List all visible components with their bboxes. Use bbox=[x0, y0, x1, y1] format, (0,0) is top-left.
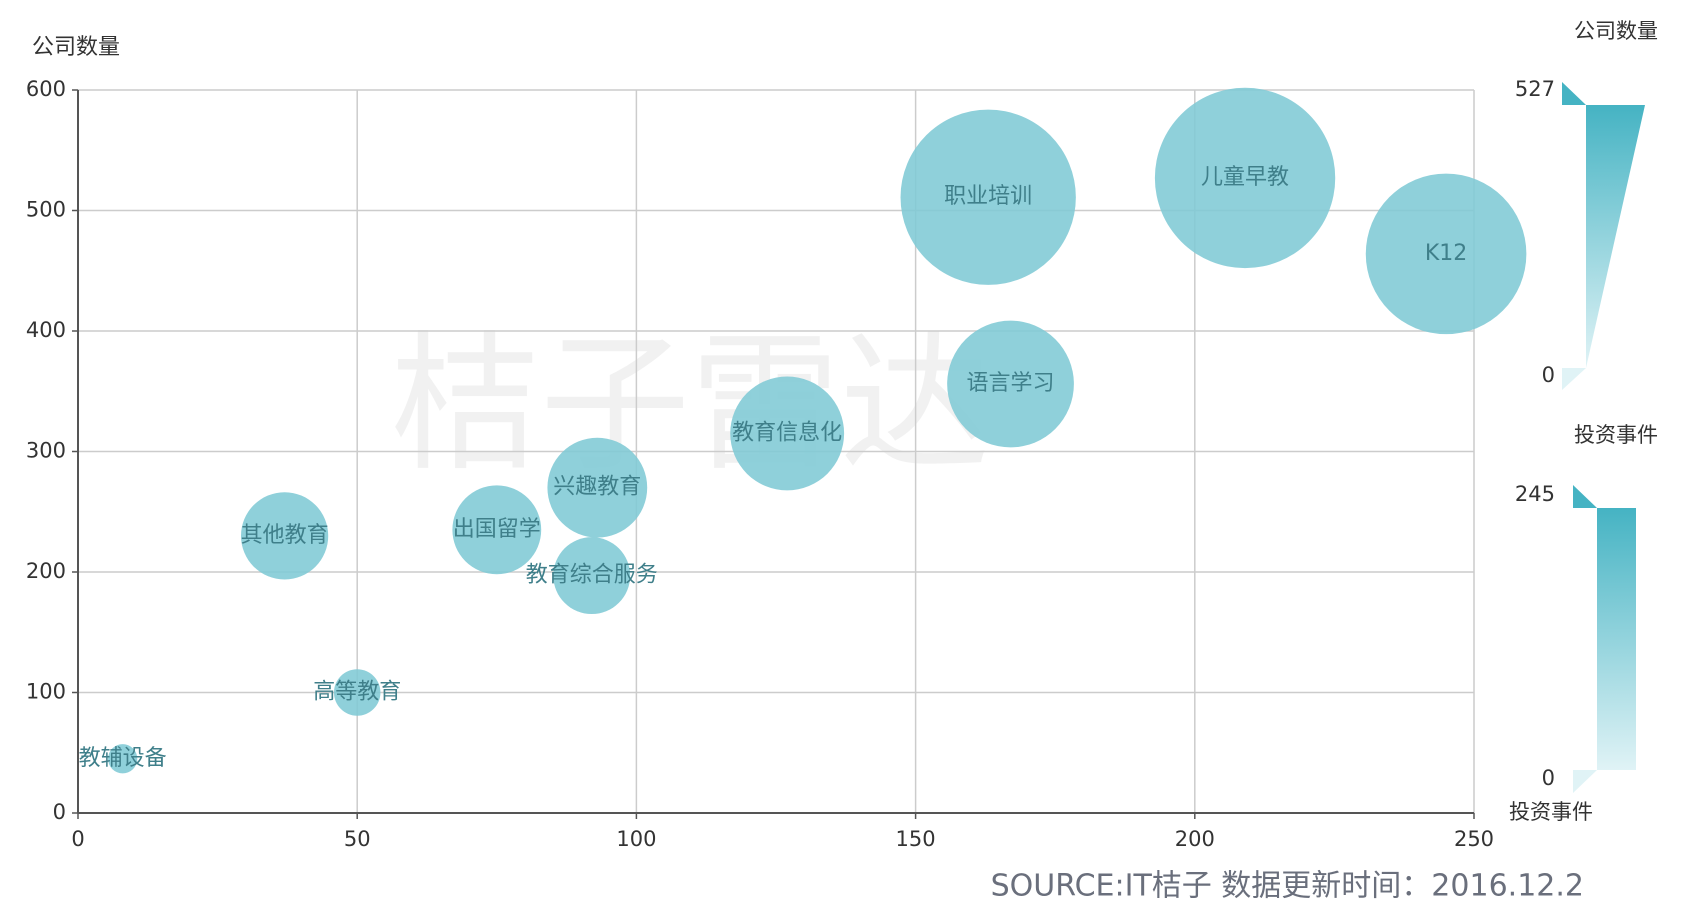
bubble-label: K12 bbox=[1425, 241, 1467, 266]
bubble-label: 教育信息化 bbox=[732, 420, 842, 445]
bubble bbox=[553, 537, 631, 615]
bubble bbox=[947, 320, 1074, 448]
bubble bbox=[333, 669, 381, 716]
size-legend bbox=[1586, 105, 1645, 368]
y-tick-label: 300 bbox=[26, 439, 66, 463]
bubble bbox=[1365, 173, 1527, 335]
bubble bbox=[900, 109, 1076, 285]
x-axis-title: 投资事件 bbox=[1509, 800, 1593, 824]
x-tick-label: 100 bbox=[616, 827, 656, 851]
bubble bbox=[452, 485, 542, 575]
x-tick-label: 150 bbox=[896, 827, 936, 851]
legend-handle[interactable] bbox=[1573, 770, 1597, 793]
bubble-label: 出国留学 bbox=[453, 517, 541, 542]
legend-label: 0 bbox=[1542, 363, 1555, 387]
bubble bbox=[240, 492, 329, 580]
x-tick-label: 250 bbox=[1454, 827, 1494, 851]
y-tick-label: 500 bbox=[26, 198, 66, 222]
source-note: SOURCE:IT桔子 数据更新时间：2016.12.2 bbox=[991, 869, 1584, 904]
legend-handle[interactable] bbox=[1562, 368, 1586, 390]
y-tick-label: 0 bbox=[53, 800, 66, 824]
bubble-label: 儿童早教 bbox=[1201, 165, 1289, 190]
legend-handle[interactable] bbox=[1573, 485, 1597, 508]
bubble-label: 兴趣教育 bbox=[553, 475, 641, 500]
bubble bbox=[1154, 87, 1336, 269]
legend-handle[interactable] bbox=[1562, 82, 1586, 105]
y-tick-label: 100 bbox=[26, 680, 66, 704]
bubble-label: 高等教育 bbox=[313, 680, 401, 705]
y-axis-title: 公司数量 bbox=[32, 35, 120, 60]
y-tick-label: 400 bbox=[26, 318, 66, 342]
bubble-label: 职业培训 bbox=[944, 184, 1032, 209]
legend-label: 527 bbox=[1515, 77, 1555, 101]
x-tick-label: 50 bbox=[344, 827, 371, 851]
watermark: 桔子雷达 bbox=[390, 318, 990, 492]
bubble-label: 语言学习 bbox=[967, 371, 1055, 396]
legend-title: 公司数量 bbox=[1574, 19, 1658, 43]
y-tick-label: 200 bbox=[26, 559, 66, 583]
bubble bbox=[730, 376, 845, 491]
bubble bbox=[547, 437, 648, 538]
bubble-label: 教育综合服务 bbox=[526, 563, 658, 588]
bubble-label: 教辅设备 bbox=[79, 746, 167, 771]
color-legend bbox=[1597, 508, 1636, 770]
y-tick-label: 600 bbox=[26, 77, 66, 101]
legend-title: 投资事件 bbox=[1574, 423, 1658, 447]
x-tick-label: 0 bbox=[71, 827, 84, 851]
legend-label: 245 bbox=[1515, 482, 1555, 506]
bubble bbox=[108, 744, 138, 774]
x-tick-label: 200 bbox=[1175, 827, 1215, 851]
bubble-label: 其他教育 bbox=[241, 523, 329, 548]
legend-label: 0 bbox=[1542, 766, 1555, 790]
